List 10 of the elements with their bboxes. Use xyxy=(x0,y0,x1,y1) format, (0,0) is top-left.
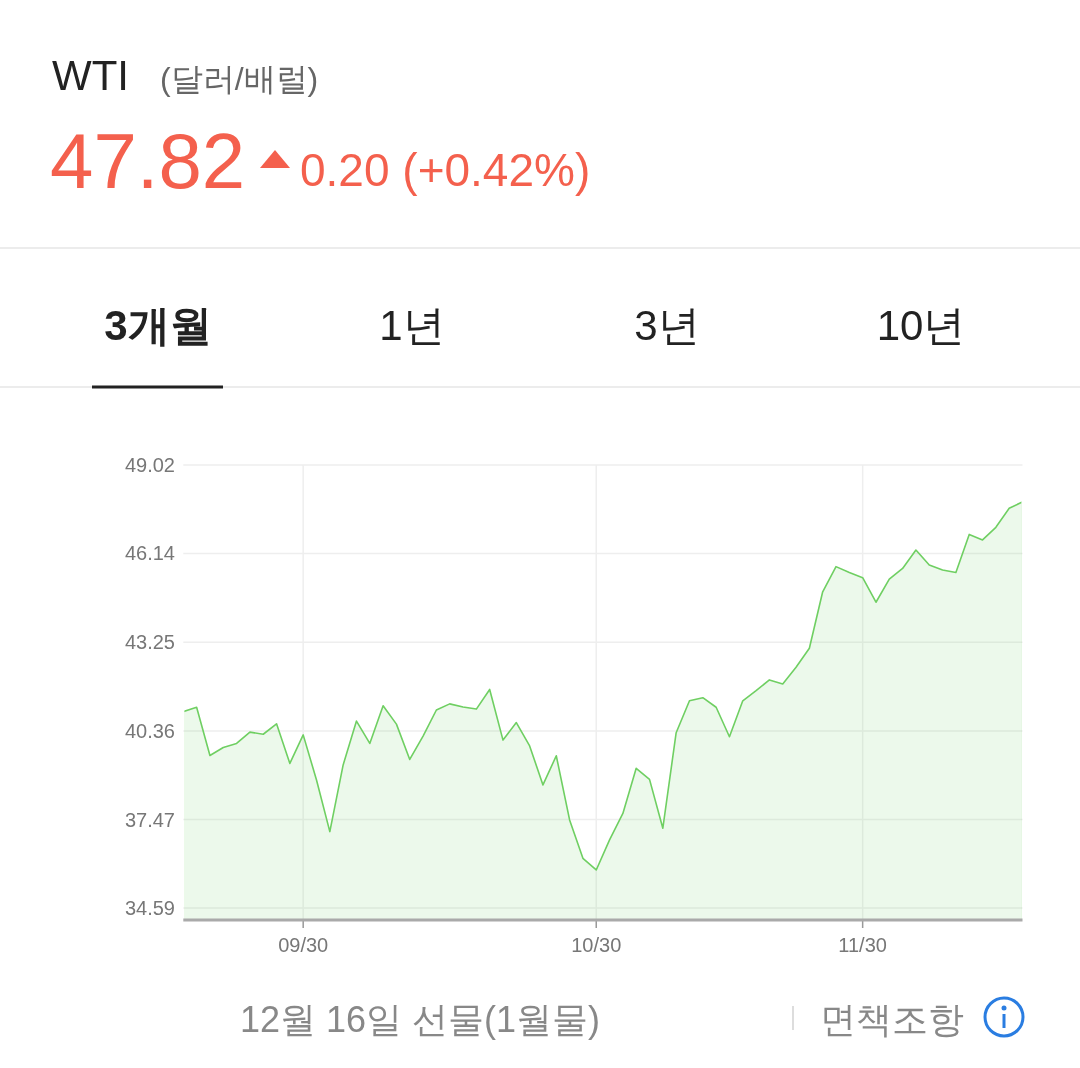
subtitle: (달러/배럴) xyxy=(160,61,319,97)
annotation: 면책조항 xyxy=(820,999,964,1040)
annotation: 3개월 xyxy=(104,302,212,349)
annotation: 1년 xyxy=(379,302,445,349)
annotation: 10년 xyxy=(876,302,966,349)
annotation: 47.82 xyxy=(50,117,246,205)
annotation: 12월 16일 선물(1월물) xyxy=(240,999,601,1040)
title: WTI xyxy=(52,52,129,99)
annotation: 0.20 (+0.42%) xyxy=(300,144,591,196)
annotation: 3년 xyxy=(634,302,700,349)
